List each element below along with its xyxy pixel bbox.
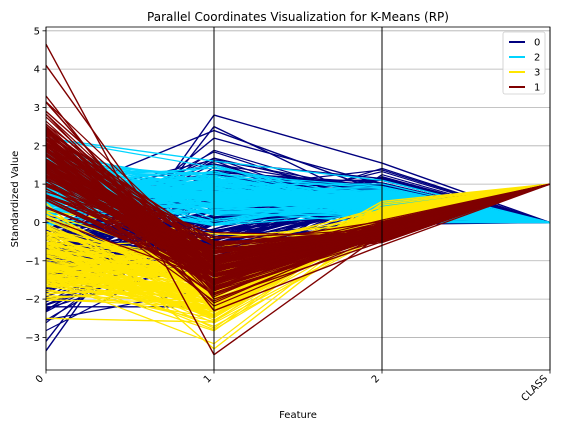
series-line-cluster-1-extreme: [45, 43, 551, 356]
x-tick-label: 1: [202, 373, 214, 385]
x-tick-label: CLASS: [519, 373, 550, 404]
series-line-cluster-3: [45, 183, 551, 329]
legend: 0 2 3 1: [502, 31, 546, 95]
series-line-cluster-1-extreme: [45, 64, 551, 300]
series-lines-layer: [45, 43, 551, 356]
legend-label: 0: [534, 38, 540, 49]
y-tick-label: 0: [34, 218, 40, 229]
legend-label: 2: [534, 53, 540, 64]
series-line-cluster-3-extreme: [45, 183, 551, 350]
y-tick-label: −3: [25, 333, 40, 344]
series-line-cluster-1-extreme: [45, 110, 551, 262]
legend-box: [502, 31, 546, 95]
series-line-cluster-1: [45, 183, 551, 289]
y-tick-label: 3: [34, 103, 40, 114]
x-tick-label: 0: [34, 373, 46, 385]
y-tick-label: 2: [34, 141, 40, 152]
y-tick-label: −2: [25, 295, 40, 306]
series-line-cluster-1-extreme: [45, 95, 551, 312]
chart-title: Parallel Coordinates Visualization for K…: [147, 10, 449, 24]
y-tick-label: 4: [34, 65, 40, 76]
y-axis-label: Standardized Value: [10, 151, 21, 248]
series-line-cluster-2: [45, 170, 551, 224]
x-axis-label: Feature: [279, 410, 317, 421]
y-tick-label: 1: [34, 180, 40, 191]
y-tick-label: 5: [34, 26, 40, 37]
legend-label: 3: [534, 68, 540, 79]
legend-label: 1: [534, 83, 540, 94]
y-tick-label: −1: [25, 256, 40, 267]
x-tick-label: 2: [370, 373, 382, 385]
